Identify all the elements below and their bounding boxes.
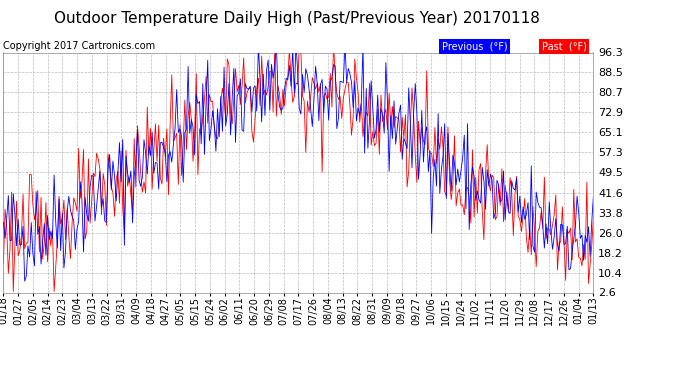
Text: Outdoor Temperature Daily High (Past/Previous Year) 20170118: Outdoor Temperature Daily High (Past/Pre… [54, 11, 540, 26]
Text: Past  (°F): Past (°F) [542, 41, 586, 51]
Text: Previous  (°F): Previous (°F) [442, 41, 507, 51]
Text: Copyright 2017 Cartronics.com: Copyright 2017 Cartronics.com [3, 41, 155, 51]
